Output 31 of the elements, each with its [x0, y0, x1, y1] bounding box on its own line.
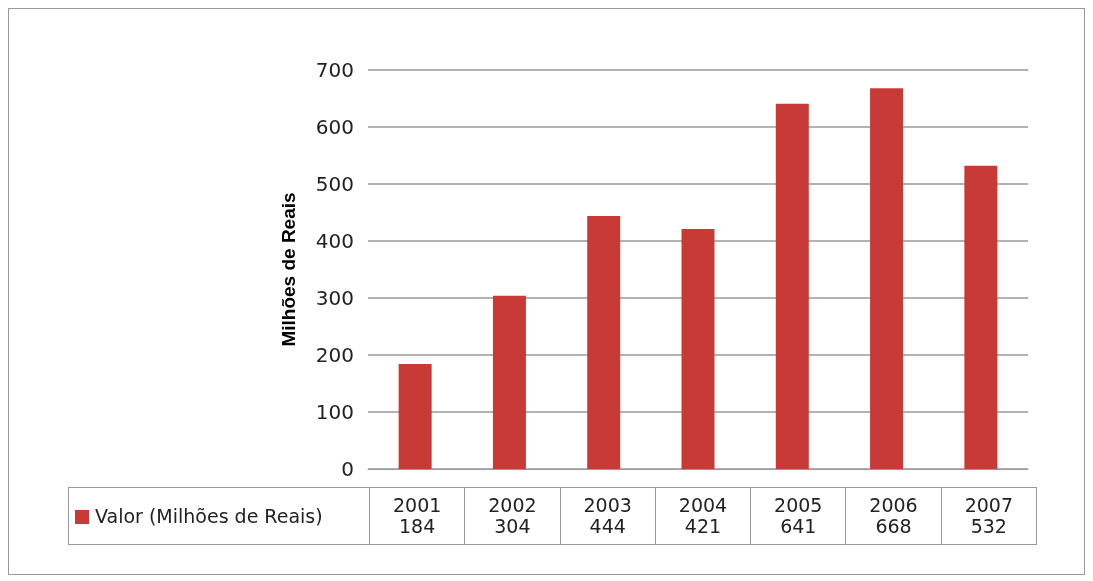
bar [587, 215, 621, 469]
bar [870, 88, 904, 469]
bar [681, 229, 715, 469]
x-tick-label: 2005 [773, 494, 824, 516]
bar [492, 295, 526, 469]
data-label: 532 [969, 515, 1008, 537]
y-axis-title: Milhões de Reais [278, 192, 299, 347]
data-label: 668 [874, 515, 913, 537]
data-label: 304 [493, 515, 532, 537]
y-tick-label: 400 [315, 229, 354, 253]
y-tick-label: 100 [315, 400, 354, 424]
x-tick-label: 2004 [677, 494, 729, 516]
y-tick-label: 300 [315, 286, 354, 310]
y-tick-label: 700 [315, 58, 354, 82]
bar [964, 165, 998, 469]
x-tick-label: 2002 [487, 494, 538, 516]
data-label: 184 [398, 515, 437, 537]
bar [398, 364, 432, 469]
data-label: 444 [588, 515, 627, 537]
data-label: 641 [779, 515, 818, 537]
y-tick-label: 500 [315, 172, 354, 196]
data-label: 421 [683, 515, 723, 537]
x-tick-label: 2007 [963, 494, 1014, 516]
legend-label: Valor (Milhões de Reais) [68, 487, 370, 545]
x-tick-label: 2003 [582, 494, 633, 516]
bar [775, 103, 809, 469]
y-tick-label: 200 [315, 343, 354, 367]
x-tick-label: 2006 [868, 494, 919, 516]
y-tick-label: 600 [315, 115, 354, 139]
x-tick-label: 2001 [391, 494, 443, 516]
y-tick-label: 0 [341, 457, 354, 481]
